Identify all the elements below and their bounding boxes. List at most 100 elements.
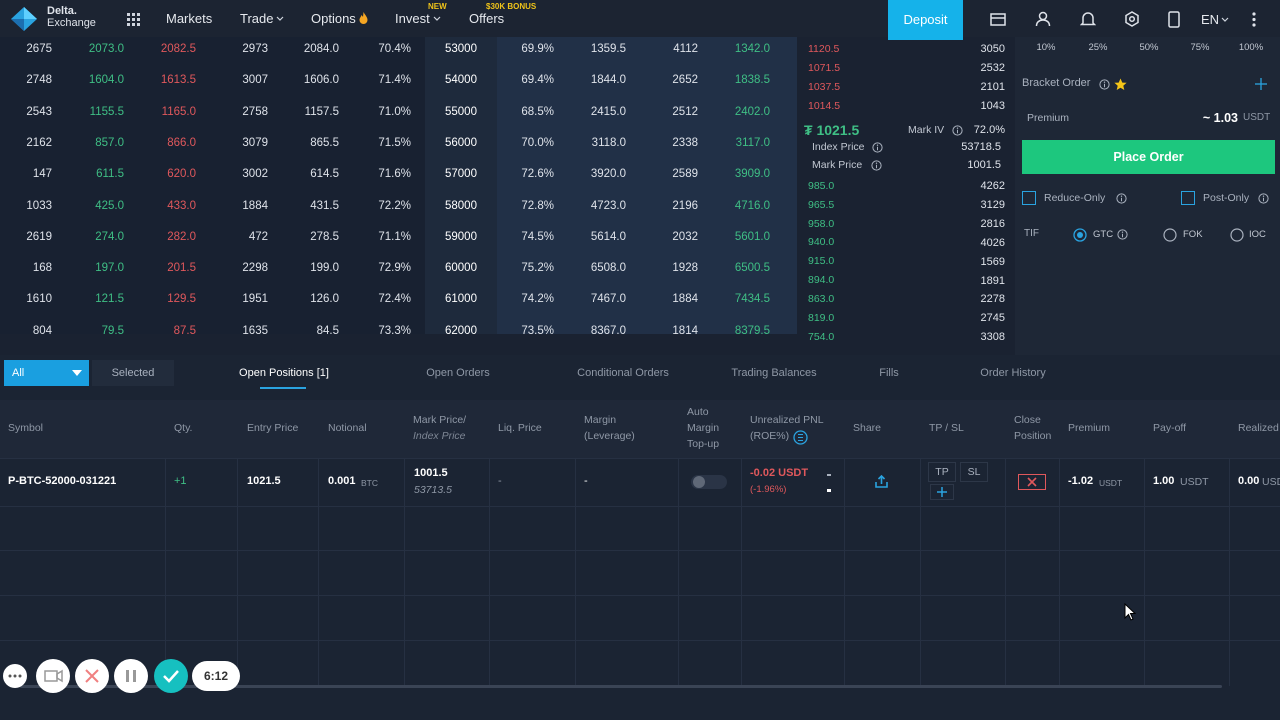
chain-cell[interactable]: 6500.5	[734, 262, 770, 275]
chain-cell[interactable]: 1342.0	[734, 43, 770, 55]
chain-cell[interactable]: 3117.0	[735, 136, 770, 149]
chain-cell[interactable]: 866.0	[167, 136, 196, 149]
chain-cell[interactable]: 865.5	[310, 136, 339, 149]
chain-cell[interactable]: 129.5	[167, 293, 196, 306]
filter-button[interactable]: Selected	[92, 360, 174, 386]
chain-cell[interactable]: 8379.5	[734, 324, 770, 334]
tp-button[interactable]: TP	[928, 462, 956, 482]
chain-cell[interactable]: 614.5	[310, 168, 339, 181]
strike[interactable]: 57000	[445, 168, 477, 181]
toggle[interactable]	[691, 474, 727, 490]
percent-button[interactable]: 10%	[1036, 42, 1056, 53]
chain-cell[interactable]: 3118.0	[591, 136, 626, 149]
chain-cell[interactable]: 4723.0	[590, 199, 626, 212]
chain-cell[interactable]: 84.5	[316, 324, 339, 334]
tab[interactable]: Trading Balances	[731, 367, 817, 379]
share-icon[interactable]	[874, 474, 889, 489]
nav-item[interactable]: Markets	[166, 11, 213, 26]
recorder-cancel[interactable]	[75, 659, 109, 693]
chain-cell[interactable]: 74.5%	[521, 230, 554, 243]
radio[interactable]	[1073, 228, 1087, 242]
chain-cell[interactable]: 3909.0	[734, 168, 770, 181]
chain-cell[interactable]: 72.6%	[521, 168, 554, 181]
deposit-button[interactable]: Deposit	[888, 0, 963, 40]
chain-cell[interactable]: 431.5	[310, 199, 339, 212]
chain-cell[interactable]: 4716.0	[734, 199, 770, 212]
chain-cell[interactable]: 5614.0	[590, 230, 626, 243]
chain-cell[interactable]: 1884	[672, 293, 698, 306]
chain-cell[interactable]: 2073.0	[88, 43, 124, 55]
chain-cell[interactable]: 71.0%	[378, 105, 411, 118]
chain-cell[interactable]: 168	[32, 262, 52, 275]
chain-cell[interactable]: 1838.5	[734, 74, 770, 87]
chain-cell[interactable]: 3079	[242, 136, 268, 149]
chain-cell[interactable]: 2589	[672, 168, 698, 181]
chain-cell[interactable]: 3007	[242, 74, 268, 87]
chain-cell[interactable]: 282.0	[167, 230, 196, 243]
language[interactable]: EN	[1201, 12, 1220, 27]
chain-cell[interactable]: 1844.0	[590, 74, 626, 87]
chain-cell[interactable]: 201.5	[167, 262, 196, 275]
chain-cell[interactable]: 5601.0	[734, 230, 770, 243]
chain-cell[interactable]: 121.5	[95, 293, 124, 306]
roe-icon[interactable]	[793, 430, 808, 445]
chain-cell[interactable]: 2084.0	[303, 43, 339, 55]
bell-icon[interactable]	[1080, 11, 1096, 27]
nav-item[interactable]: Offers	[469, 11, 505, 26]
chain-cell[interactable]: 1359.5	[590, 43, 626, 55]
chain-cell[interactable]: 1951	[242, 293, 268, 306]
chain-cell[interactable]: 73.5%	[521, 324, 554, 334]
mobile-icon[interactable]	[1168, 11, 1180, 28]
chain-cell[interactable]: 1610	[26, 293, 52, 306]
close-button[interactable]	[1018, 474, 1046, 490]
chain-cell[interactable]: 70.0%	[521, 136, 554, 149]
chain-cell[interactable]: 857.0	[95, 136, 124, 149]
chain-cell[interactable]: 197.0	[95, 262, 124, 275]
chain-cell[interactable]: 472	[248, 230, 268, 243]
chain-cell[interactable]: 611.5	[96, 168, 124, 181]
chain-cell[interactable]: 72.8%	[521, 199, 554, 212]
chain-cell[interactable]: 69.9%	[521, 43, 554, 55]
chain-cell[interactable]: 1635	[242, 324, 268, 334]
chain-cell[interactable]: 73.3%	[378, 324, 411, 334]
strike[interactable]: 53000	[445, 43, 477, 55]
chain-cell[interactable]: 70.4%	[378, 43, 411, 55]
chain-cell[interactable]: 2652	[672, 74, 698, 87]
chain-cell[interactable]: 425.0	[95, 199, 124, 212]
chain-cell[interactable]: 87.5	[173, 324, 196, 334]
sl-button[interactable]: SL	[960, 462, 988, 482]
chain-cell[interactable]: 1884	[242, 199, 268, 212]
add-tpsl[interactable]	[930, 484, 954, 500]
nav-item[interactable]: Trade	[240, 11, 274, 26]
chain-cell[interactable]: 71.4%	[378, 74, 411, 87]
chain-cell[interactable]: 1604.0	[88, 74, 124, 87]
chain-cell[interactable]: 2402.0	[734, 105, 770, 118]
chain-cell[interactable]: 2973	[242, 43, 268, 55]
chain-cell[interactable]: 4112	[673, 43, 698, 55]
chain-cell[interactable]: 274.0	[95, 230, 124, 243]
tab[interactable]: Open Positions [1]	[239, 367, 329, 379]
tab[interactable]: Order History	[980, 367, 1046, 379]
chain-cell[interactable]: 2512	[672, 105, 698, 118]
settings-icon[interactable]	[1124, 11, 1140, 27]
chain-cell[interactable]: 2415.0	[590, 105, 626, 118]
chain-cell[interactable]: 72.2%	[378, 199, 411, 212]
chain-cell[interactable]: 1165.0	[161, 105, 196, 118]
chain-cell[interactable]: 6508.0	[590, 262, 626, 275]
add-icon[interactable]	[1255, 78, 1267, 90]
chain-cell[interactable]: 1606.0	[303, 74, 339, 87]
chain-cell[interactable]: 2032	[672, 230, 698, 243]
chain-cell[interactable]: 2298	[242, 262, 268, 275]
chain-cell[interactable]: 72.4%	[378, 293, 411, 306]
checkbox[interactable]	[1181, 191, 1195, 205]
recorder-more[interactable]	[3, 664, 27, 688]
percent-button[interactable]: 50%	[1139, 42, 1159, 53]
percent-button[interactable]: 100%	[1238, 42, 1264, 53]
chain-cell[interactable]: 3920.0	[590, 168, 626, 181]
nav-item[interactable]: Invest	[395, 11, 430, 26]
chain-cell[interactable]: 126.0	[310, 293, 339, 306]
chain-cell[interactable]: 1928	[672, 262, 698, 275]
chain-cell[interactable]: 2338	[672, 136, 698, 149]
chain-cell[interactable]: 1613.5	[160, 74, 196, 87]
chain-cell[interactable]: 2758	[242, 105, 268, 118]
